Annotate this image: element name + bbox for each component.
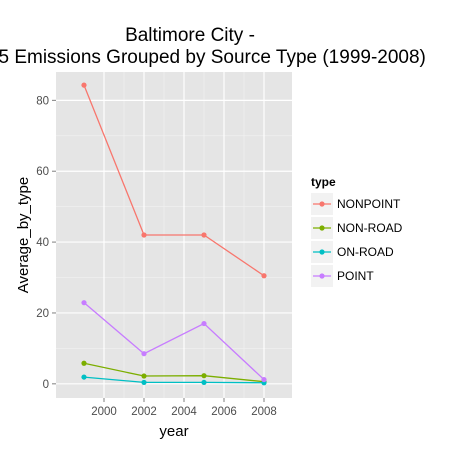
legend-key-point-point [319,273,325,279]
y-tick-label: 20 [36,308,49,320]
y-tick-label: 40 [36,237,49,249]
point-point-2005 [201,320,207,327]
point-point-2008 [261,376,267,383]
series-line-on-road [83,376,265,384]
legend-key-point-nonpoint [319,201,325,207]
y-tick-label: 60 [36,166,49,178]
y-tick-label: 80 [36,95,49,107]
point-point-1999 [81,300,87,306]
y-tick-label: 0 [43,379,49,391]
chart-title-line-2: PM2.5 Emissions Grouped by Source Type (… [0,47,426,68]
legend-label-non-road: NON-ROAD [337,221,403,235]
y-axis-title: Average_by_type [15,177,32,293]
x-tick-label: 2000 [91,406,117,418]
y-axis-ticks: 0 20 40 60 80 [36,95,56,391]
point-non-road-2002 [141,373,147,379]
series-line-nonpoint [83,84,265,277]
point-nonpoint-2008 [261,273,267,279]
legend: type NONPOINT NON-ROAD ON-ROAD POINT [311,175,403,287]
chart-title-line-1: Baltimore City - [125,25,255,46]
x-tick-label: 2008 [251,406,277,418]
point-non-road-1999 [81,360,87,366]
series-points [81,82,267,386]
point-on-road-1999 [81,374,87,380]
x-tick-label: 2004 [171,406,197,418]
legend-label-nonpoint: NONPOINT [337,197,401,211]
legend-key-point-on-road [319,249,325,255]
x-axis-title: year [159,423,188,440]
x-tick-label: 2006 [211,406,237,418]
legend-title: type [311,175,336,189]
point-on-road-2002 [141,379,147,386]
series-line-point [83,302,265,381]
legend-label-point: POINT [337,269,374,283]
series-lines [83,84,265,384]
legend-label-on-road: ON-ROAD [337,245,394,259]
point-point-2002 [141,351,147,357]
legend-key-point-non-road [319,225,325,231]
point-non-road-2005 [201,373,207,379]
point-nonpoint-2005 [201,232,207,238]
series-line-non-road [83,362,265,383]
x-axis-ticks: 2000 2002 2004 2006 2008 [91,398,277,418]
x-tick-label: 2002 [131,406,157,418]
point-nonpoint-2002 [141,232,147,238]
point-on-road-2005 [201,379,207,386]
point-nonpoint-1999 [81,82,87,88]
